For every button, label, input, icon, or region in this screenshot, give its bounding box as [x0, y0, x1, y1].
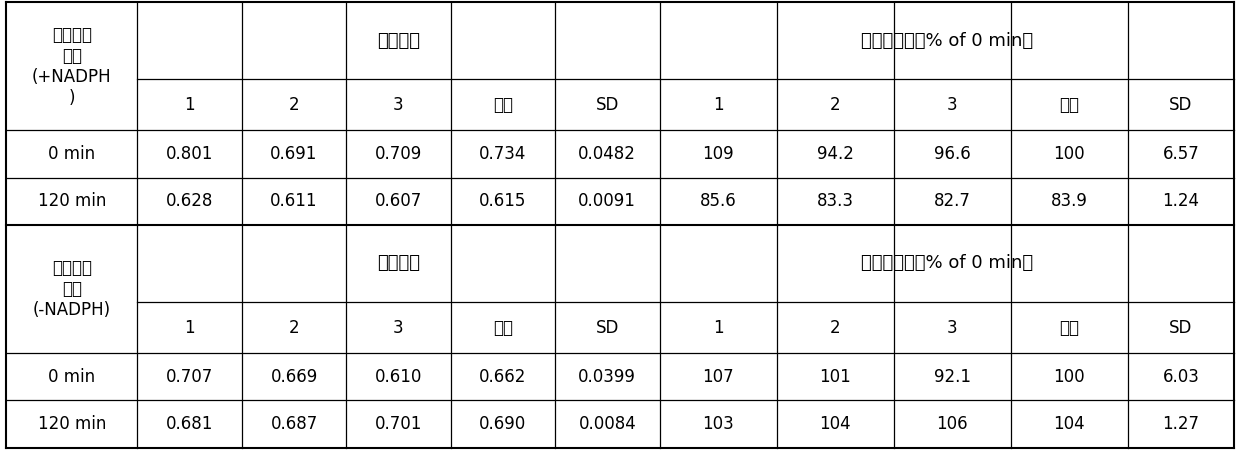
Text: 6.57: 6.57: [1163, 145, 1199, 163]
Text: 0.615: 0.615: [479, 192, 527, 210]
Text: 3: 3: [947, 319, 957, 337]
Text: 1.24: 1.24: [1162, 192, 1199, 210]
Text: 母体剩余率（% of 0 min）: 母体剩余率（% of 0 min）: [861, 32, 1033, 50]
Text: 103: 103: [702, 415, 734, 433]
Text: 94.2: 94.2: [817, 145, 853, 163]
Text: 0.669: 0.669: [270, 368, 317, 386]
Text: 1: 1: [713, 96, 723, 114]
Text: 峰面积比: 峰面积比: [377, 32, 420, 50]
Text: 92.1: 92.1: [934, 368, 971, 386]
Text: 107: 107: [702, 368, 734, 386]
Text: 101: 101: [820, 368, 851, 386]
Text: 平均: 平均: [492, 319, 513, 337]
Text: 母体剩余率（% of 0 min）: 母体剩余率（% of 0 min）: [861, 254, 1033, 272]
Text: 阳性质控
体系
(+NADPH
): 阳性质控 体系 (+NADPH ): [32, 26, 112, 107]
Text: 96.6: 96.6: [934, 145, 971, 163]
Text: 82.7: 82.7: [934, 192, 971, 210]
Text: 1: 1: [185, 319, 195, 337]
Text: 85.6: 85.6: [699, 192, 737, 210]
Text: SD: SD: [595, 319, 619, 337]
Text: 0.691: 0.691: [270, 145, 317, 163]
Text: 0.0091: 0.0091: [578, 192, 636, 210]
Text: SD: SD: [1169, 319, 1193, 337]
Text: 平均: 平均: [492, 96, 513, 114]
Text: 2: 2: [830, 319, 841, 337]
Text: 0.0482: 0.0482: [578, 145, 636, 163]
Text: 0.690: 0.690: [479, 415, 527, 433]
Text: 120 min: 120 min: [37, 415, 105, 433]
Text: 0.607: 0.607: [374, 192, 422, 210]
Text: 120 min: 120 min: [37, 192, 105, 210]
Text: 0.628: 0.628: [166, 192, 213, 210]
Text: 83.3: 83.3: [817, 192, 853, 210]
Text: 0.734: 0.734: [479, 145, 527, 163]
Text: 6.03: 6.03: [1162, 368, 1199, 386]
Text: 3: 3: [393, 96, 404, 114]
Text: 0.611: 0.611: [270, 192, 317, 210]
Text: 平均: 平均: [1059, 319, 1079, 337]
Text: 2: 2: [289, 96, 299, 114]
Text: 0.0084: 0.0084: [578, 415, 636, 433]
Text: 104: 104: [1054, 415, 1085, 433]
Text: 0.701: 0.701: [374, 415, 422, 433]
Text: 2: 2: [830, 96, 841, 114]
Text: 104: 104: [820, 415, 851, 433]
Text: 0.707: 0.707: [166, 368, 213, 386]
Text: 3: 3: [947, 96, 957, 114]
Text: 0 min: 0 min: [48, 145, 95, 163]
Text: 109: 109: [702, 145, 734, 163]
Text: 峰面积比: 峰面积比: [377, 254, 420, 272]
Text: 0 min: 0 min: [48, 368, 95, 386]
Text: 0.681: 0.681: [166, 415, 213, 433]
Text: 阴性质控
体系
(-NADPH): 阴性质控 体系 (-NADPH): [32, 259, 110, 319]
Text: 0.0399: 0.0399: [578, 368, 636, 386]
Text: 0.709: 0.709: [374, 145, 422, 163]
Text: 3: 3: [393, 319, 404, 337]
Text: SD: SD: [595, 96, 619, 114]
Text: 0.801: 0.801: [166, 145, 213, 163]
Text: 1.27: 1.27: [1162, 415, 1199, 433]
Text: 平均: 平均: [1059, 96, 1079, 114]
Text: 100: 100: [1054, 145, 1085, 163]
Text: 83.9: 83.9: [1052, 192, 1087, 210]
Text: SD: SD: [1169, 96, 1193, 114]
Text: 100: 100: [1054, 368, 1085, 386]
Text: 1: 1: [713, 319, 723, 337]
Text: 1: 1: [185, 96, 195, 114]
Text: 0.662: 0.662: [479, 368, 527, 386]
Text: 106: 106: [936, 415, 968, 433]
Text: 0.687: 0.687: [270, 415, 317, 433]
Text: 2: 2: [289, 319, 299, 337]
Text: 0.610: 0.610: [374, 368, 422, 386]
